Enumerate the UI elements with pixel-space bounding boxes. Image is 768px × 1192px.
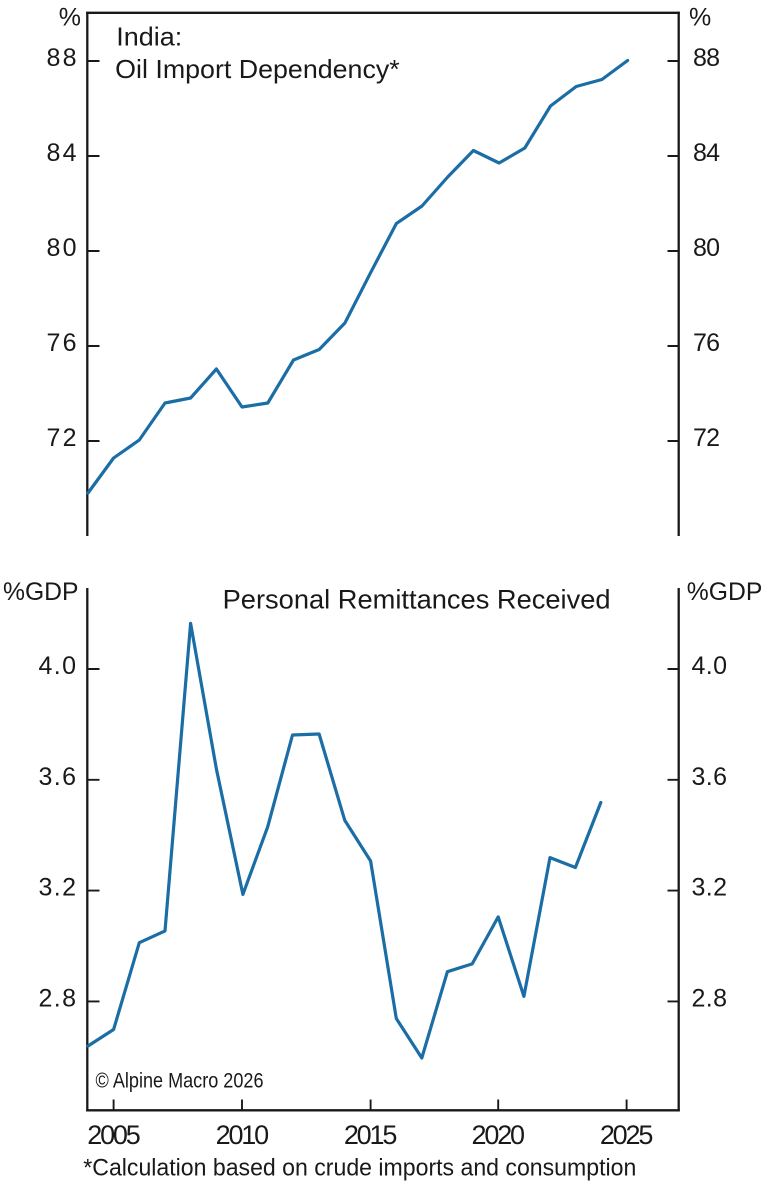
svg-text:Oil Import Dependency*: Oil Import Dependency* — [115, 54, 400, 84]
svg-text:2.8: 2.8 — [692, 984, 728, 1012]
svg-text:%: % — [689, 4, 711, 32]
svg-text:© Alpine Macro 2026: © Alpine Macro 2026 — [96, 1070, 264, 1093]
svg-text:%: % — [59, 4, 81, 32]
svg-text:2005: 2005 — [87, 1120, 141, 1150]
svg-text:4.0: 4.0 — [692, 652, 728, 680]
svg-text:2010: 2010 — [216, 1120, 270, 1150]
svg-text:%GDP: %GDP — [687, 578, 763, 606]
svg-text:India:: India: — [116, 22, 182, 52]
svg-text:2020: 2020 — [472, 1120, 526, 1150]
svg-text:2.8: 2.8 — [39, 984, 77, 1012]
svg-text:80: 80 — [693, 234, 720, 262]
svg-text:2015: 2015 — [344, 1120, 398, 1150]
svg-text:72: 72 — [693, 424, 720, 452]
svg-text:%GDP: %GDP — [3, 578, 79, 606]
svg-text:*Calculation based on crude im: *Calculation based on crude imports and … — [83, 1155, 636, 1182]
svg-text:76: 76 — [693, 329, 720, 357]
svg-text:3.6: 3.6 — [692, 763, 728, 791]
svg-text:88: 88 — [693, 44, 720, 72]
svg-text:84: 84 — [693, 139, 720, 167]
svg-text:Personal Remittances Received: Personal Remittances Received — [223, 585, 611, 615]
svg-text:2025: 2025 — [600, 1120, 654, 1150]
svg-text:3.6: 3.6 — [39, 763, 77, 791]
svg-text:4.0: 4.0 — [39, 652, 77, 680]
svg-text:3.2: 3.2 — [39, 874, 77, 902]
svg-text:3.2: 3.2 — [692, 874, 728, 902]
